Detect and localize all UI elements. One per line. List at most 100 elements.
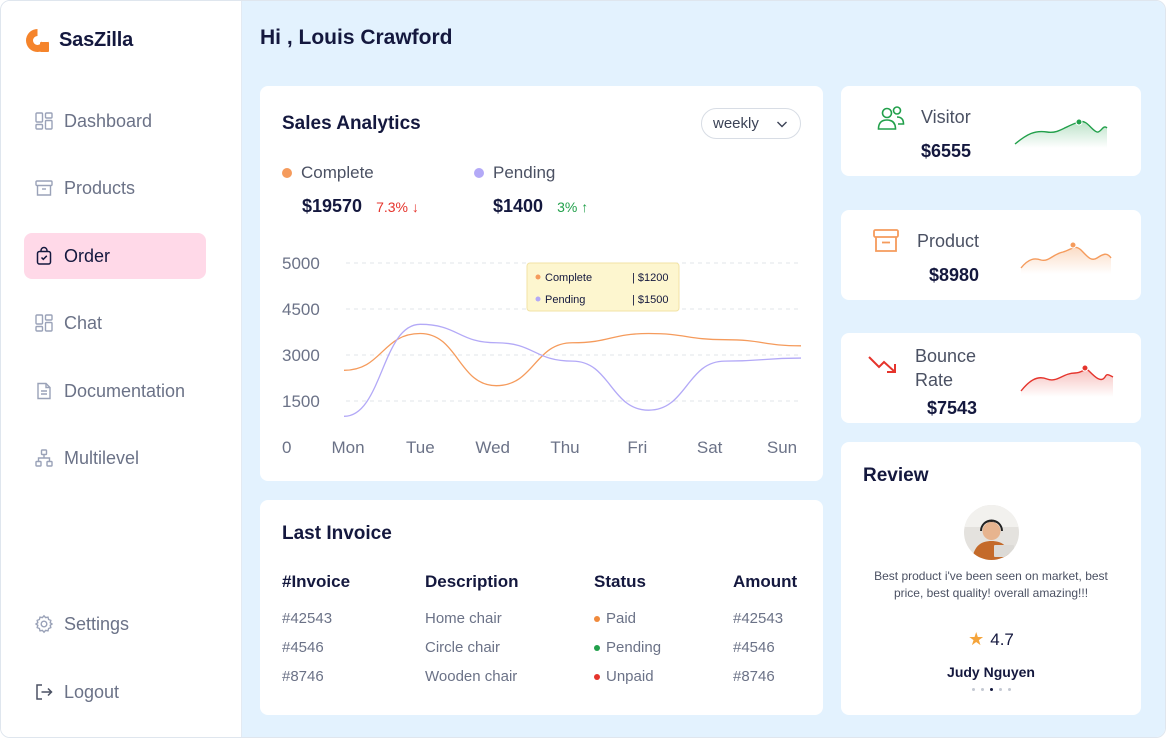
product-value: $8980 [929, 265, 980, 285]
period-select-value: weekly [713, 115, 759, 132]
sidebar-item-multilevel[interactable]: Multilevel [24, 435, 206, 481]
chart-tooltip: Complete | $1200 Pending | $1500 [526, 262, 680, 312]
bounce-rate-label: Bounce Rate [915, 346, 977, 390]
y-tick-label: 3000 [282, 346, 320, 365]
x-tick-label: Sat [697, 438, 723, 457]
sidebar-item-products[interactable]: Products [24, 165, 206, 211]
archive-icon [35, 180, 53, 196]
review-rating: ★ 4.7 [841, 629, 1141, 650]
users-icon [877, 106, 905, 130]
pending-value: $1400 [493, 196, 544, 216]
y-tick-label: 5000 [282, 254, 320, 273]
visitor-label: Visitor [921, 107, 971, 127]
gear-icon [34, 614, 54, 634]
status-badge: Unpaid [594, 668, 654, 685]
logout-icon [36, 684, 53, 700]
visitor-sparkline [1014, 118, 1108, 148]
shopping-bag-icon [36, 246, 52, 265]
bounce-rate-card[interactable]: Bounce Rate $7543 [841, 333, 1141, 423]
x-tick-label: Wed [475, 438, 510, 457]
star-icon: ★ [968, 629, 985, 649]
document-icon [37, 382, 51, 400]
pending-metric: $1400 3% ↑ [493, 196, 588, 217]
sidebar-item-label: Products [64, 177, 136, 198]
carousel-dot[interactable] [980, 688, 984, 691]
main-content: Hi , Louis Crawford Sales Analytics week… [242, 1, 1165, 737]
sales-title: Sales Analytics [282, 113, 421, 134]
y-tick-label: 0 [282, 438, 291, 457]
logo-icon [26, 29, 49, 52]
chevron-down-icon [777, 121, 787, 128]
x-tick-label: Thu [550, 438, 579, 457]
sidebar: SasZilla Dashboard Products Order Chat D… [1, 1, 242, 737]
product-label: Product [917, 231, 980, 251]
sidebar-item-dashboard[interactable]: Dashboard [24, 98, 206, 144]
last-invoice-card: Last Invoice #Invoice Description Status… [260, 500, 823, 715]
column-header-amount: Amount [733, 572, 798, 591]
series-line-complete [343, 332, 802, 387]
sales-analytics-card: Sales Analytics weekly Complete Pending … [260, 86, 823, 481]
tooltip-complete-value: | $1200 [632, 272, 669, 284]
sidebar-item-label: Order [64, 245, 111, 266]
invoice-id: #8746 [282, 668, 324, 685]
x-tick-label: Tue [406, 438, 435, 457]
period-select[interactable]: weekly [701, 108, 801, 139]
legend-pending-label: Pending [493, 163, 556, 182]
sidebar-item-documentation[interactable]: Documentation [24, 368, 206, 414]
page-title: Hi , Louis Crawford [260, 26, 453, 49]
sidebar-item-logout[interactable]: Logout [24, 669, 206, 715]
status-badge: Pending [594, 639, 661, 656]
x-tick-label: Mon [331, 438, 364, 457]
y-tick-label: 1500 [282, 392, 320, 411]
sidebar-item-label: Documentation [64, 380, 186, 401]
column-header-status: Status [594, 572, 646, 591]
bounce-rate-value: $7543 [927, 398, 978, 418]
sidebar-item-label: Dashboard [64, 110, 153, 131]
column-header-invoice: #Invoice [282, 572, 351, 591]
series-line-pending [343, 323, 802, 417]
sidebar-item-chat[interactable]: Chat [24, 300, 206, 346]
carousel-dots[interactable] [841, 688, 1141, 691]
review-title: Review [863, 465, 929, 486]
dashboard-icon [35, 112, 53, 130]
tooltip-pending-label: Pending [545, 294, 585, 306]
carousel-dot[interactable] [998, 688, 1002, 691]
complete-value: $19570 [302, 196, 363, 216]
x-tick-label: Fri [627, 438, 647, 457]
sidebar-item-order[interactable]: Order [24, 233, 206, 279]
rating-value: 4.7 [990, 630, 1014, 649]
legend-complete-label: Complete [301, 163, 374, 182]
carousel-dot[interactable] [1007, 688, 1011, 691]
invoice-description: Wooden chair [425, 668, 518, 685]
pending-change: 3% ↑ [557, 199, 589, 215]
tooltip-complete-label: Complete [545, 272, 592, 284]
invoice-amount: #4546 [733, 639, 775, 656]
sidebar-item-settings[interactable]: Settings [24, 601, 206, 647]
legend-complete: Complete [282, 163, 374, 183]
carousel-dot-active[interactable] [989, 688, 993, 691]
invoice-title: Last Invoice [282, 523, 392, 544]
product-sparkline [1020, 241, 1112, 274]
sidebar-item-label: Multilevel [64, 447, 140, 468]
arrow-up-icon: ↑ [581, 199, 589, 215]
sidebar-item-label: Chat [64, 312, 103, 333]
review-card: Review Best product i've been seen on ma… [841, 442, 1141, 715]
arrow-down-icon: ↓ [411, 199, 419, 215]
x-tick-label: Sun [767, 438, 797, 457]
reviewer-name: Judy Nguyen [947, 664, 1035, 680]
avatar [964, 505, 1019, 560]
carousel-dot[interactable] [971, 688, 975, 691]
product-card[interactable]: Product $8980 [841, 210, 1141, 300]
invoice-amount: #42543 [733, 610, 784, 627]
archive-icon [873, 229, 899, 252]
tooltip-pending-value: | $1500 [632, 294, 669, 306]
y-tick-label: 4500 [282, 300, 320, 319]
invoice-id: #4546 [282, 639, 324, 656]
invoice-amount: #8746 [733, 668, 775, 685]
review-text: Best product i've been seen on market, b… [874, 569, 1108, 600]
complete-change: 7.3% ↓ [376, 199, 419, 215]
invoice-id: #42543 [282, 610, 333, 627]
brand[interactable]: SasZilla [24, 27, 133, 54]
visitor-card[interactable]: Visitor $6555 [841, 86, 1141, 176]
legend-pending: Pending [474, 163, 555, 183]
